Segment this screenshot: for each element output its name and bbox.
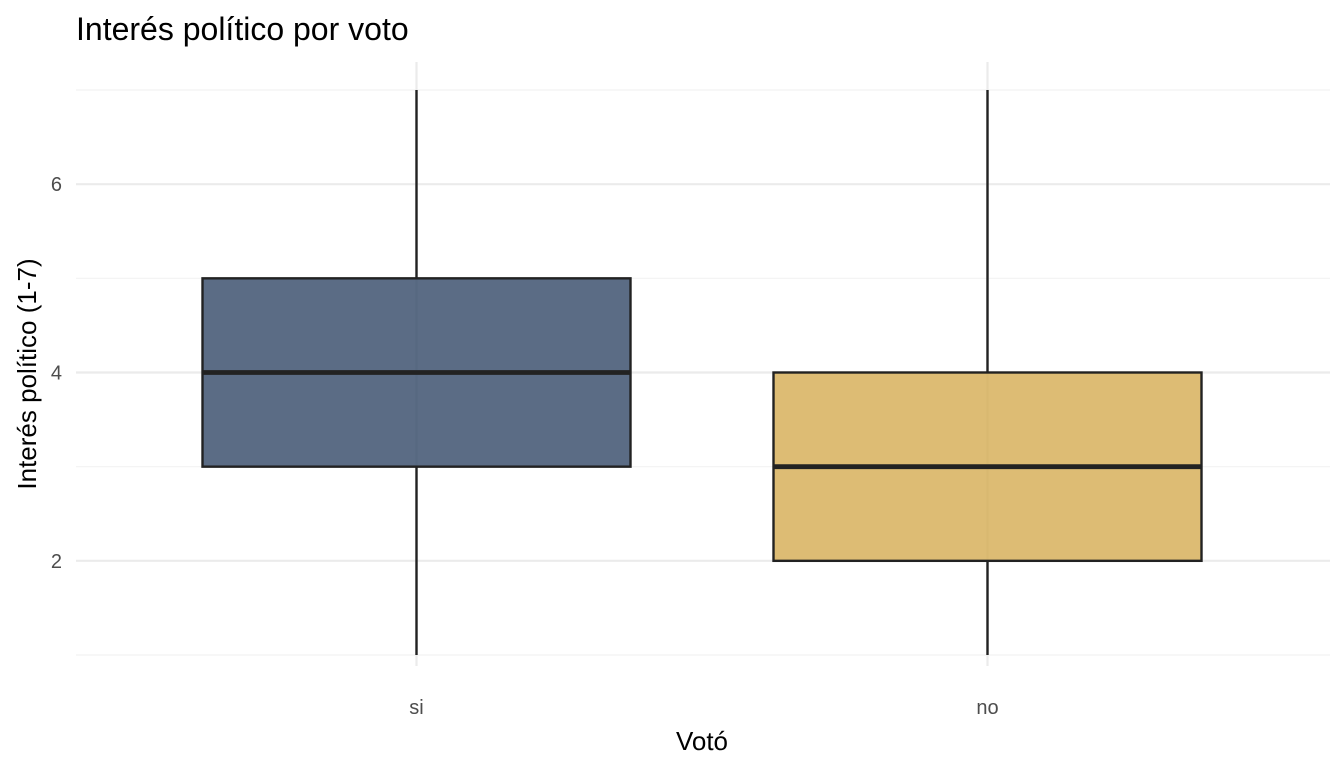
x-tick-label: si (409, 697, 423, 719)
y-axis-title: Interés político (1-7) (12, 258, 42, 489)
y-tick-label: 2 (51, 551, 62, 573)
x-axis-title: Votó (676, 726, 728, 756)
boxes (201, 90, 1203, 655)
chart-title: Interés político por voto (76, 11, 409, 47)
tick-labels: 2 4 6 si no (51, 174, 999, 719)
y-tick-label: 6 (51, 174, 62, 196)
box-no (772, 90, 1203, 655)
x-tick-label: no (976, 697, 998, 719)
y-tick-label: 4 (51, 363, 62, 385)
box-si (201, 90, 632, 655)
